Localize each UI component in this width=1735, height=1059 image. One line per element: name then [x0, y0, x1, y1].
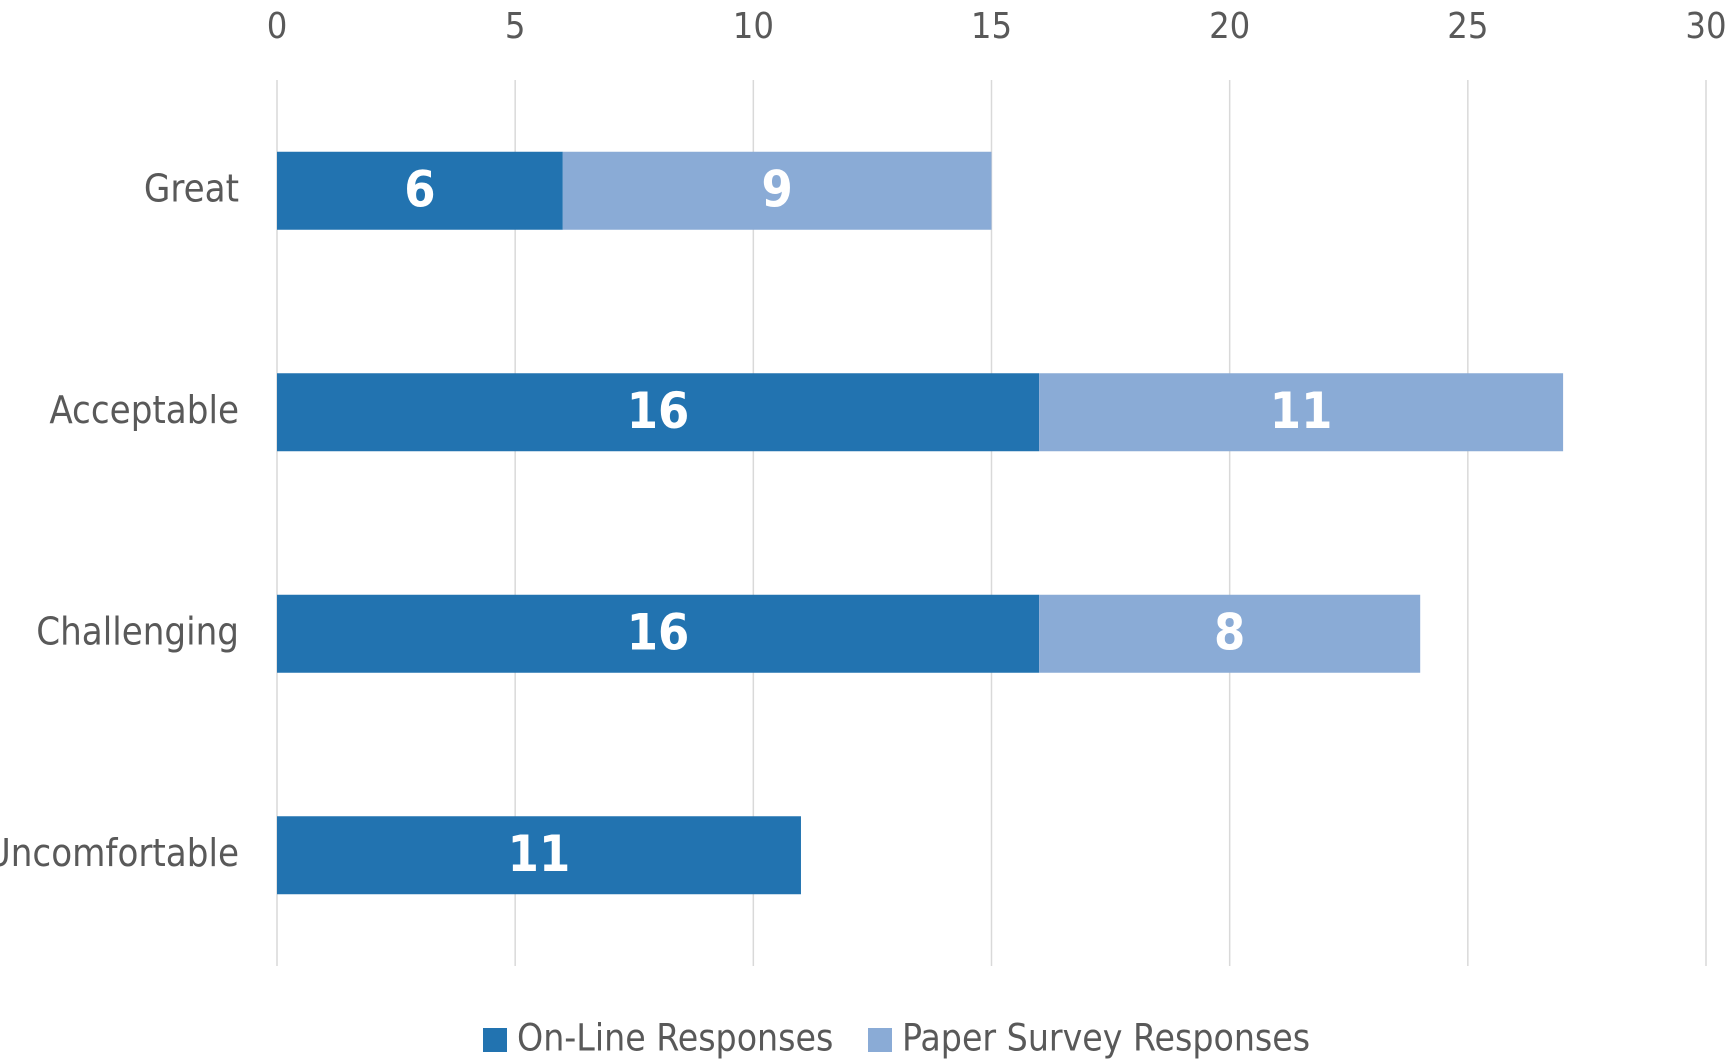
- x-tick-label: 5: [505, 6, 526, 47]
- x-tick-label: 0: [267, 6, 288, 47]
- y-tick-label: Challenging: [36, 609, 239, 653]
- data-label: 16: [627, 382, 690, 440]
- x-tick-label: 25: [1447, 6, 1488, 47]
- x-tick-label: 20: [1209, 6, 1250, 47]
- bar: [277, 151, 563, 230]
- data-label: 16: [627, 603, 690, 661]
- x-tick-label: 15: [971, 6, 1012, 47]
- legend-label: On-Line Responses: [517, 1017, 833, 1059]
- data-label: 11: [1270, 382, 1333, 440]
- data-label: 11: [508, 825, 571, 883]
- bar: [1039, 594, 1421, 673]
- legend-swatch: [483, 1028, 507, 1052]
- x-tick-label: 30: [1685, 6, 1726, 47]
- bar: [277, 373, 1040, 452]
- y-tick-label: Uncomfortable: [0, 831, 239, 875]
- y-tick-label: Acceptable: [49, 388, 239, 432]
- bar: [277, 594, 1040, 673]
- data-label: 8: [1214, 603, 1245, 661]
- data-label: 6: [404, 160, 435, 218]
- y-tick-label: Great: [144, 166, 239, 210]
- legend-label: Paper Survey Responses: [902, 1017, 1310, 1059]
- bar: [562, 151, 992, 230]
- bar: [277, 816, 801, 895]
- x-tick-label: 10: [733, 6, 774, 47]
- bar: [1039, 373, 1564, 452]
- data-label: 9: [761, 160, 792, 218]
- legend-swatch: [868, 1028, 892, 1052]
